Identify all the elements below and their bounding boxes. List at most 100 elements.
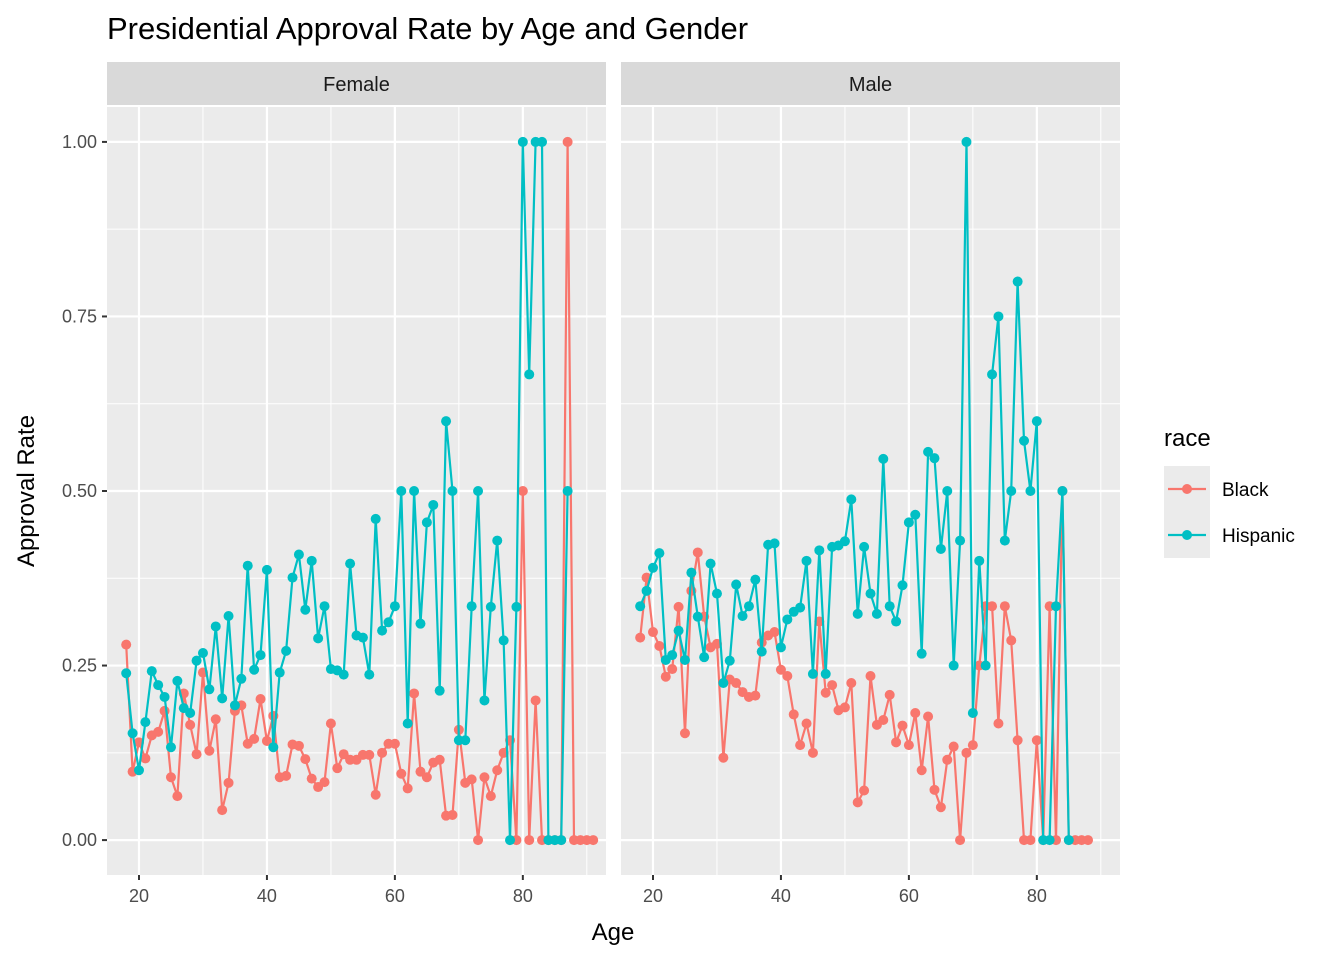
data-point-black xyxy=(647,627,658,638)
data-point-black xyxy=(281,770,292,781)
data-point-hispanic xyxy=(242,560,253,571)
data-point-black xyxy=(859,785,870,796)
data-point-black xyxy=(530,695,541,706)
data-point-hispanic xyxy=(204,684,215,695)
data-point-hispanic xyxy=(961,136,972,147)
data-point-hispanic xyxy=(492,535,503,546)
data-point-black xyxy=(319,777,330,788)
data-point-black xyxy=(434,754,445,765)
data-point-black xyxy=(140,753,151,764)
data-point-hispanic xyxy=(357,632,368,643)
data-point-hispanic xyxy=(839,536,850,547)
axes: 20 40 60 80 0.00 0.25 0.50 0.75 1.00 20 40 60 80 xyxy=(62,132,1047,906)
data-point-black xyxy=(261,735,272,746)
data-point-hispanic xyxy=(473,486,484,496)
data-point-hispanic xyxy=(814,545,825,556)
data-point-hispanic xyxy=(505,835,516,846)
data-point-black xyxy=(839,702,850,713)
data-point-hispanic xyxy=(287,572,298,583)
data-point-black xyxy=(466,774,477,785)
data-point-hispanic xyxy=(338,669,349,680)
data-point-hispanic xyxy=(140,717,151,728)
x-tick-label: 60 xyxy=(899,886,919,906)
data-point-hispanic xyxy=(153,680,164,691)
series-layer-female xyxy=(121,136,599,846)
data-point-black xyxy=(1012,735,1023,746)
data-point-hispanic xyxy=(878,453,889,464)
data-point-black xyxy=(255,694,266,705)
data-point-hispanic xyxy=(1031,416,1042,427)
data-point-hispanic xyxy=(185,708,196,719)
data-point-black xyxy=(788,709,799,720)
data-point-black xyxy=(910,708,921,719)
data-point-black xyxy=(172,791,183,802)
y-tick-label: 0.00 xyxy=(62,830,97,850)
data-point-hispanic xyxy=(782,614,793,625)
data-point-black xyxy=(955,835,966,846)
data-point-hispanic xyxy=(948,660,959,671)
data-point-black xyxy=(517,486,528,496)
data-point-black xyxy=(389,738,400,749)
x-tick-label: 60 xyxy=(385,886,405,906)
data-point-hispanic xyxy=(679,654,690,665)
data-point-hispanic xyxy=(402,718,413,729)
data-point-hispanic xyxy=(1006,486,1017,496)
data-point-hispanic xyxy=(479,695,490,706)
data-point-hispanic xyxy=(820,668,831,679)
data-point-black xyxy=(718,752,729,763)
data-point-hispanic xyxy=(229,700,240,711)
data-point-hispanic xyxy=(750,574,761,585)
data-point-hispanic xyxy=(929,453,940,464)
data-point-black xyxy=(332,763,343,774)
data-point-black xyxy=(673,601,684,612)
legend-label-hispanic: Hispanic xyxy=(1222,526,1295,547)
data-point-black xyxy=(185,719,196,730)
data-point-black xyxy=(827,680,838,691)
data-point-hispanic xyxy=(731,579,742,590)
data-point-black xyxy=(409,688,420,699)
data-point-black xyxy=(750,690,761,701)
data-point-black xyxy=(775,664,786,675)
data-point-black xyxy=(485,791,496,802)
data-point-hispanic xyxy=(795,602,806,613)
x-axis-title: Age xyxy=(592,919,635,946)
data-point-hispanic xyxy=(441,416,452,427)
data-point-hispanic xyxy=(1057,486,1068,496)
data-point-black xyxy=(916,765,927,776)
data-point-black xyxy=(492,765,503,776)
data-point-hispanic xyxy=(409,486,420,496)
data-point-black xyxy=(300,754,311,765)
data-point-hispanic xyxy=(562,486,573,496)
data-point-black xyxy=(635,632,646,643)
data-point-hispanic xyxy=(756,646,767,657)
strip-female xyxy=(107,62,606,105)
data-point-hispanic xyxy=(377,625,388,636)
data-point-black xyxy=(679,728,690,739)
data-point-hispanic xyxy=(281,645,292,656)
data-point-black xyxy=(884,689,895,700)
legend: race Black Hispanic xyxy=(1164,425,1295,558)
data-point-black xyxy=(479,772,490,783)
data-point-black xyxy=(801,718,812,729)
data-point-black xyxy=(153,726,164,737)
data-point-hispanic xyxy=(711,588,722,599)
data-point-black xyxy=(935,802,946,813)
data-point-black xyxy=(769,627,780,638)
data-point-black xyxy=(165,772,176,783)
data-point-hispanic xyxy=(268,742,279,753)
panel-female: Female xyxy=(107,62,606,875)
data-point-hispanic xyxy=(274,667,285,678)
data-point-hispanic xyxy=(383,617,394,628)
x-tick-label: 20 xyxy=(643,886,663,906)
data-point-hispanic xyxy=(511,601,522,612)
data-point-hispanic xyxy=(705,558,716,569)
data-point-black xyxy=(987,601,998,612)
data-point-hispanic xyxy=(865,588,876,599)
data-point-black xyxy=(782,671,793,682)
data-point-hispanic xyxy=(737,610,748,621)
data-point-hispanic xyxy=(897,580,908,591)
strip-label-female: Female xyxy=(323,74,390,96)
data-point-hispanic xyxy=(699,652,710,663)
data-point-hispanic xyxy=(345,558,356,569)
data-point-hispanic xyxy=(306,555,317,566)
